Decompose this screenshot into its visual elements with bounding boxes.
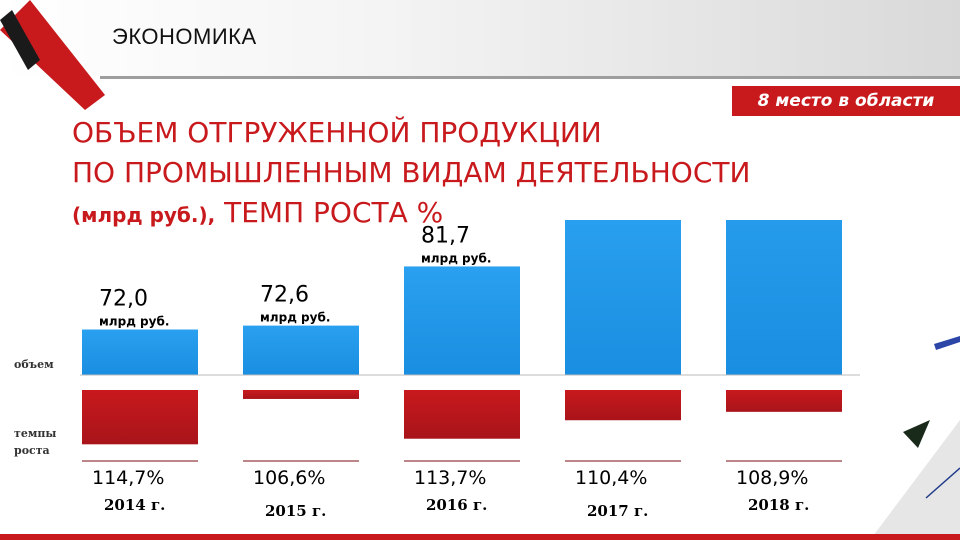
chart-title-line-1: ОБЪЕМ ОТГРУЖЕННОЙ ПРОДУКЦИИ (72, 116, 602, 149)
rate-bar (243, 390, 359, 399)
rate-bar (82, 390, 198, 445)
chart-title-line-2: ПО ПРОМЫШЛЕННЫМ ВИДАМ ДЕЯТЕЛЬНОСТИ (72, 156, 751, 189)
year-label: 2016 г. (426, 496, 487, 514)
rate-value-label: 113,7% (414, 467, 486, 489)
volume-unit-label: млрд руб. (260, 311, 330, 325)
year-label: 2015 г. (265, 502, 326, 520)
rate-value-label: 110,4% (575, 467, 647, 489)
chart-title-rest: ТЕМП РОСТА % (215, 196, 444, 229)
year-label: 2017 г. (587, 502, 648, 520)
volume-unit-label: млрд руб. (99, 315, 169, 329)
chart-title-unit: (млрд руб.), (72, 203, 216, 227)
rate-value-label: 106,6% (253, 467, 325, 489)
section-title: ЭКОНОМИКА (112, 24, 257, 49)
deco-gray-wedge (870, 420, 960, 540)
chart: 72,0 млрд руб. 114,7% 2014 г. 72,6 млрд руб. 1… (0, 220, 960, 540)
deco-blue-stripe (934, 336, 960, 350)
year-label: 2014 г. (104, 496, 165, 514)
corner-decoration (0, 0, 105, 110)
volume-value-label: 72,6 (260, 283, 309, 308)
volume-bar (565, 220, 681, 375)
header-band (0, 0, 960, 76)
row-label-rate-1: темпы (14, 427, 56, 440)
chart-title-line-3: (млрд руб.), ТЕМП РОСТА % (72, 196, 443, 229)
corner-dark-stripe (0, 10, 40, 70)
volume-bar (82, 329, 198, 375)
row-label-rate-2: роста (14, 444, 50, 457)
year-label: 2018 г. (748, 496, 809, 514)
row-label-volume: объем (14, 358, 54, 371)
chart-bars: 72,0 млрд руб. 114,7% 2014 г. 72,6 млрд руб. 1… (82, 220, 842, 520)
bottom-red-band (0, 534, 960, 540)
volume-bar (404, 266, 520, 375)
volume-bar (726, 220, 842, 375)
rate-bar (726, 390, 842, 412)
corner-red-stripe (0, 0, 105, 110)
volume-value-label: 72,0 (99, 287, 148, 312)
deco-triangle (903, 420, 930, 448)
rate-value-label: 108,9% (736, 467, 808, 489)
rate-bar (404, 390, 520, 439)
volume-value-label: 81,7 (421, 223, 470, 248)
rate-bar (565, 390, 681, 421)
header-rule (100, 76, 960, 79)
rate-value-label: 114,7% (92, 467, 164, 489)
volume-bar (243, 325, 359, 375)
rank-badge: 8 место в области (732, 86, 960, 116)
deco-thin-line (925, 467, 960, 499)
volume-unit-label: млрд руб. (421, 251, 491, 265)
